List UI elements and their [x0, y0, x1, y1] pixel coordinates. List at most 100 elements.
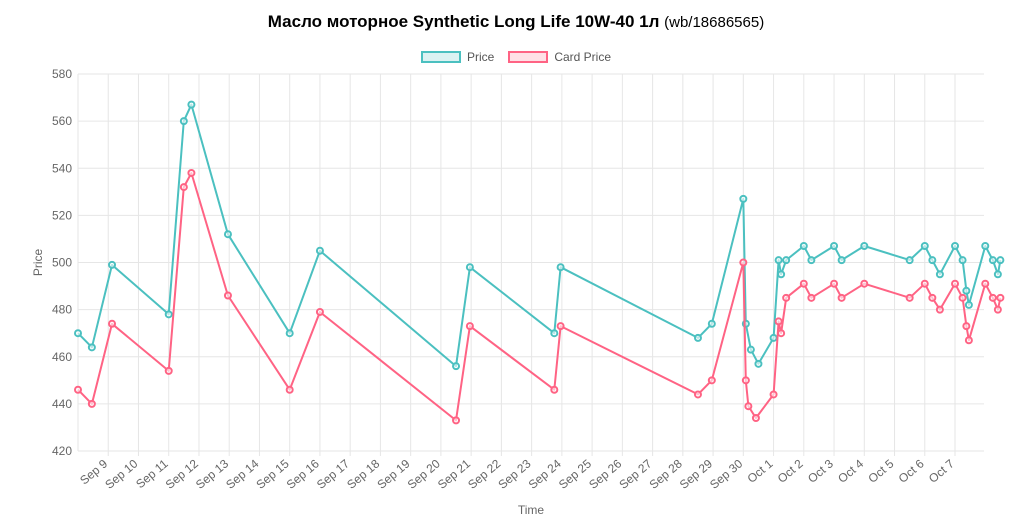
- data-point[interactable]: [777, 329, 786, 338]
- data-point[interactable]: [707, 376, 716, 385]
- data-point[interactable]: [315, 246, 324, 255]
- series-layer: [74, 100, 1005, 425]
- data-point[interactable]: [315, 307, 324, 316]
- data-point[interactable]: [799, 242, 808, 251]
- data-point[interactable]: [465, 322, 474, 331]
- data-point[interactable]: [920, 242, 929, 251]
- data-point[interactable]: [935, 305, 944, 314]
- data-point[interactable]: [964, 300, 973, 309]
- data-point[interactable]: [693, 390, 702, 399]
- data-point[interactable]: [754, 359, 763, 368]
- data-point[interactable]: [777, 270, 786, 279]
- data-point[interactable]: [996, 293, 1005, 302]
- data-point[interactable]: [782, 256, 791, 265]
- data-point[interactable]: [860, 242, 869, 251]
- data-point[interactable]: [782, 293, 791, 302]
- data-point[interactable]: [744, 402, 753, 411]
- data-point[interactable]: [958, 293, 967, 302]
- data-point[interactable]: [452, 416, 461, 425]
- data-point[interactable]: [905, 256, 914, 265]
- data-point[interactable]: [179, 117, 188, 126]
- data-point[interactable]: [993, 305, 1002, 314]
- data-point[interactable]: [556, 322, 565, 331]
- data-point[interactable]: [830, 279, 839, 288]
- x-tick-label: Sep 21: [435, 456, 473, 491]
- chart-subtitle: (wb/18686565): [664, 14, 765, 31]
- data-point[interactable]: [928, 293, 937, 302]
- data-point[interactable]: [223, 291, 232, 300]
- data-point[interactable]: [837, 293, 846, 302]
- x-tick-label: Sep 12: [163, 456, 201, 491]
- x-tick-label: Sep 19: [374, 456, 412, 491]
- data-point[interactable]: [951, 279, 960, 288]
- data-point[interactable]: [905, 293, 914, 302]
- data-point[interactable]: [996, 256, 1005, 265]
- data-point[interactable]: [452, 362, 461, 371]
- data-point[interactable]: [807, 293, 816, 302]
- data-point[interactable]: [164, 310, 173, 319]
- data-point[interactable]: [951, 242, 960, 251]
- data-point[interactable]: [920, 279, 929, 288]
- data-point[interactable]: [769, 390, 778, 399]
- data-point[interactable]: [285, 329, 294, 338]
- data-point[interactable]: [769, 333, 778, 342]
- data-point[interactable]: [981, 279, 990, 288]
- data-point[interactable]: [962, 286, 971, 295]
- x-tick-label: Sep 28: [647, 456, 685, 491]
- data-point[interactable]: [807, 256, 816, 265]
- data-point[interactable]: [751, 414, 760, 423]
- y-tick-label: 520: [52, 208, 72, 222]
- data-point[interactable]: [860, 279, 869, 288]
- data-point[interactable]: [935, 270, 944, 279]
- x-tick-label: Sep 14: [223, 456, 261, 491]
- y-axis-title: Price: [31, 249, 45, 277]
- data-point[interactable]: [556, 263, 565, 272]
- data-point[interactable]: [187, 168, 196, 177]
- data-point[interactable]: [550, 329, 559, 338]
- data-point[interactable]: [179, 183, 188, 192]
- data-point[interactable]: [707, 319, 716, 328]
- legend-swatch-card-price: [508, 51, 549, 63]
- data-point[interactable]: [741, 376, 750, 385]
- data-point[interactable]: [164, 366, 173, 375]
- x-tick-label: Sep 24: [526, 456, 564, 491]
- y-tick-label: 540: [52, 161, 72, 175]
- data-point[interactable]: [746, 345, 755, 354]
- x-tick-label: Sep 23: [495, 456, 533, 491]
- data-point[interactable]: [693, 333, 702, 342]
- data-point[interactable]: [962, 322, 971, 331]
- data-point[interactable]: [465, 263, 474, 272]
- data-point[interactable]: [74, 329, 82, 338]
- data-point[interactable]: [988, 256, 997, 265]
- data-point[interactable]: [187, 100, 196, 109]
- data-point[interactable]: [739, 258, 748, 267]
- y-tick-label: 420: [52, 444, 72, 458]
- data-point[interactable]: [108, 260, 117, 269]
- data-point[interactable]: [74, 385, 82, 394]
- data-point[interactable]: [981, 242, 990, 251]
- legend-item-card-price[interactable]: Card Price: [508, 50, 611, 64]
- data-point[interactable]: [837, 256, 846, 265]
- data-point[interactable]: [87, 343, 96, 352]
- data-point[interactable]: [993, 270, 1002, 279]
- data-point[interactable]: [739, 194, 748, 203]
- data-point[interactable]: [988, 293, 997, 302]
- x-tick-label: Oct 6: [896, 456, 927, 485]
- data-point[interactable]: [108, 319, 117, 328]
- y-tick-label: 560: [52, 114, 72, 128]
- legend: Price Card Price: [0, 50, 1032, 64]
- data-point[interactable]: [928, 256, 937, 265]
- data-point[interactable]: [830, 242, 839, 251]
- data-point[interactable]: [774, 256, 783, 265]
- data-point[interactable]: [550, 385, 559, 394]
- data-point[interactable]: [958, 256, 967, 265]
- data-point[interactable]: [774, 317, 783, 326]
- data-point[interactable]: [799, 279, 808, 288]
- data-point[interactable]: [285, 385, 294, 394]
- data-point[interactable]: [964, 336, 973, 345]
- legend-item-price[interactable]: Price: [420, 50, 494, 64]
- data-point[interactable]: [87, 399, 96, 408]
- data-point[interactable]: [223, 230, 232, 239]
